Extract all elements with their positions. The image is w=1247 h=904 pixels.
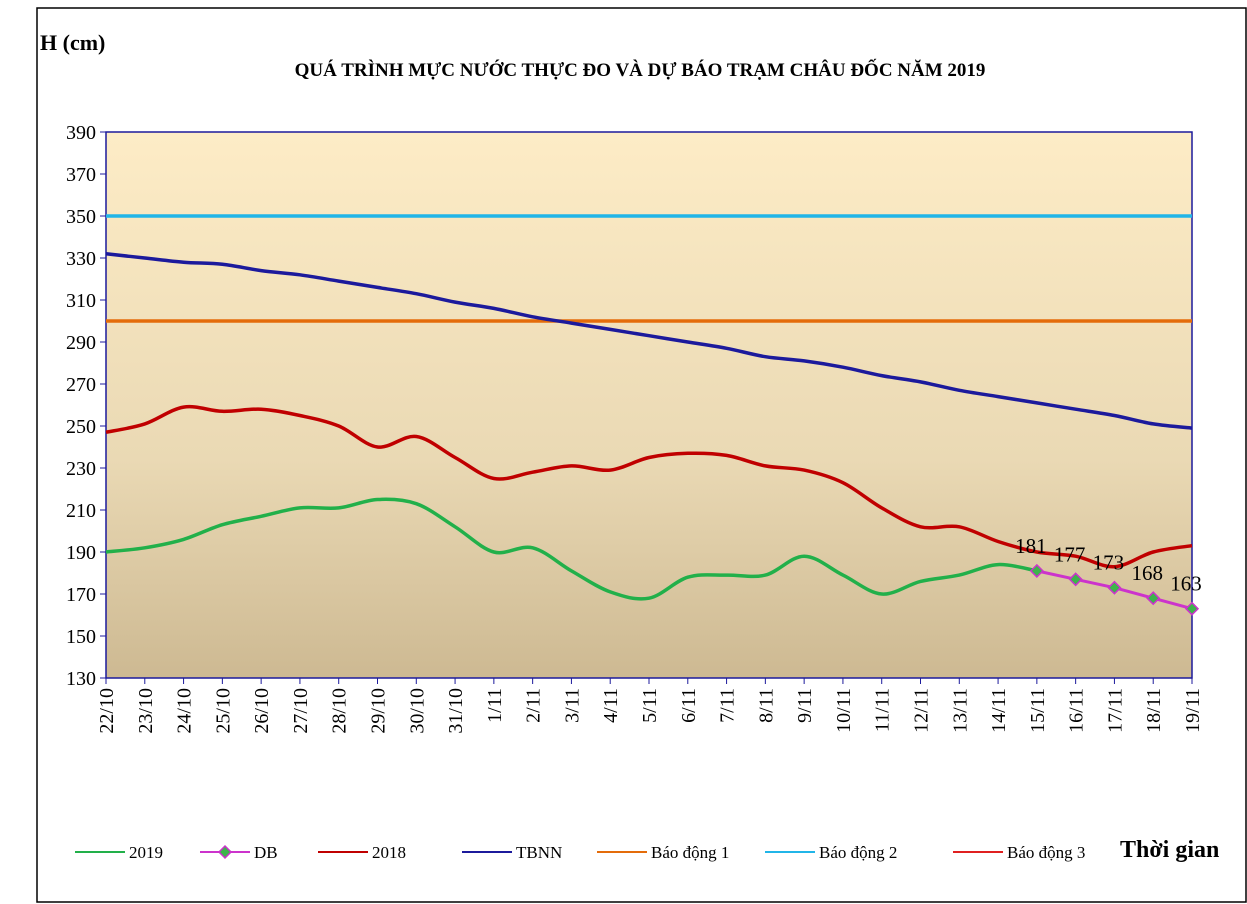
x-tick-label: 16/11 <box>1066 688 1088 733</box>
x-tick-label: 9/11 <box>794 688 816 723</box>
y-tick-label: 310 <box>66 290 96 312</box>
y-tick-label: 210 <box>66 500 96 522</box>
marker <box>1146 591 1161 606</box>
y-tick-label: 390 <box>66 122 96 144</box>
legend-label: 2018 <box>372 843 406 862</box>
legend-label: 2019 <box>129 843 163 862</box>
y-tick-label: 290 <box>66 332 96 354</box>
marker <box>1184 601 1200 616</box>
legend-label: Báo động 3 <box>1007 843 1085 862</box>
x-tick-label: 27/10 <box>290 688 312 734</box>
x-tick-label: 22/10 <box>96 688 118 734</box>
x-tick-label: 3/11 <box>561 688 583 723</box>
legend-label: DB <box>254 843 278 862</box>
y-tick-label: 250 <box>66 416 96 438</box>
x-tick-label: 18/11 <box>1143 688 1165 733</box>
y-tick-label: 350 <box>66 206 96 228</box>
x-tick-label: 26/10 <box>251 688 273 734</box>
chart-title: QUÁ TRÌNH MỰC NƯỚC THỰC ĐO VÀ DỰ BÁO TRẠ… <box>295 59 986 81</box>
data-label: 168 <box>1131 561 1163 585</box>
series-line <box>105 252 1193 430</box>
x-tick-label: 13/11 <box>949 688 971 733</box>
x-axis-label: Thời gian <box>1120 837 1219 863</box>
marker <box>1029 563 1044 578</box>
y-tick-label: 170 <box>66 584 96 606</box>
data-label: 181 <box>1015 534 1047 558</box>
x-tick-label: 19/11 <box>1182 688 1204 733</box>
legend-label: Báo động 1 <box>651 843 729 862</box>
series-line <box>105 404 1193 569</box>
x-tick-label: 12/11 <box>911 688 933 733</box>
x-tick-label: 7/11 <box>717 688 739 723</box>
y-tick-label: 190 <box>66 542 96 564</box>
series-line <box>105 497 1038 601</box>
data-label: 163 <box>1170 572 1202 596</box>
y-tick-label: 230 <box>66 458 96 480</box>
x-tick-label: 24/10 <box>174 688 196 734</box>
y-axis-label: H (cm) <box>40 30 105 55</box>
x-tick-label: 17/11 <box>1104 688 1126 733</box>
y-tick-label: 130 <box>66 668 96 690</box>
y-tick-label: 370 <box>66 164 96 186</box>
x-tick-label: 11/11 <box>872 688 894 732</box>
data-label: 173 <box>1093 551 1125 575</box>
x-tick-label: 29/10 <box>368 688 390 734</box>
x-tick-label: 8/11 <box>755 688 777 723</box>
legend-label: TBNN <box>516 843 562 862</box>
x-tick-label: 6/11 <box>678 688 700 723</box>
y-tick-label: 330 <box>66 248 96 270</box>
y-tick-label: 270 <box>66 374 96 396</box>
x-tick-label: 28/10 <box>329 688 351 734</box>
x-tick-label: 10/11 <box>833 688 855 733</box>
x-tick-label: 1/11 <box>484 688 506 723</box>
x-tick-label: 25/10 <box>212 688 234 734</box>
x-tick-label: 15/11 <box>1027 688 1049 733</box>
marker <box>1107 580 1122 595</box>
y-tick-label: 150 <box>66 626 96 648</box>
x-tick-label: 14/11 <box>988 688 1010 733</box>
x-tick-label: 2/11 <box>523 688 545 723</box>
x-tick-label: 5/11 <box>639 688 661 723</box>
plot-area <box>105 131 1193 679</box>
x-tick-label: 23/10 <box>135 688 157 734</box>
x-tick-label: 4/11 <box>600 688 622 723</box>
x-tick-label: 30/10 <box>406 688 428 734</box>
legend-label: Báo động 2 <box>819 843 897 862</box>
x-tick-label: 31/10 <box>445 688 467 734</box>
legend-marker <box>217 844 233 860</box>
marker <box>1068 572 1083 587</box>
data-label: 177 <box>1054 542 1086 566</box>
